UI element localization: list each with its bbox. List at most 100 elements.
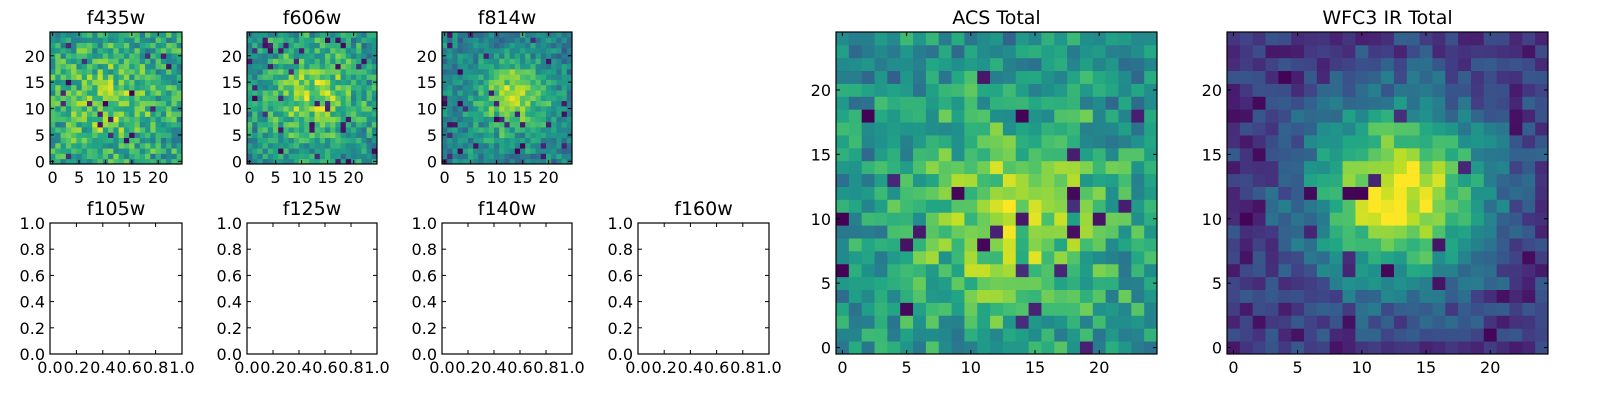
image-pixel — [509, 142, 516, 149]
image-pixel — [371, 68, 378, 75]
image-pixel — [1278, 186, 1292, 200]
image-pixel — [951, 32, 965, 46]
image-pixel — [848, 328, 863, 342]
image-pixel — [340, 74, 347, 80]
image-pixel — [887, 250, 901, 265]
image-pixel — [1079, 302, 1094, 316]
x-tick-label: 0.8 — [533, 358, 558, 377]
image-pixel — [288, 105, 295, 112]
image-pixel — [556, 37, 562, 43]
image-pixel — [288, 68, 295, 75]
image-pixel — [1118, 109, 1132, 123]
image-pixel — [1252, 160, 1266, 175]
image-pixel — [499, 42, 505, 49]
image-pixel — [1458, 250, 1472, 265]
x-tick-label: 0.6 — [116, 358, 141, 377]
image-pixel — [1329, 212, 1343, 226]
image-pixel — [566, 68, 573, 75]
image-pixel — [340, 47, 347, 54]
image-pixel — [314, 90, 321, 96]
x-tick-label: 0.0 — [234, 358, 259, 377]
image-pixel — [1393, 147, 1408, 162]
image-pixel — [1406, 199, 1420, 213]
image-pixel — [1041, 147, 1055, 162]
image-pixel — [288, 158, 295, 165]
image-pixel — [1406, 289, 1420, 303]
image-pixel — [1329, 238, 1343, 252]
image-pixel — [86, 105, 93, 112]
image-pixel — [1265, 302, 1279, 316]
image-pixel — [309, 32, 315, 38]
image-pixel — [283, 42, 289, 49]
image-pixel — [1432, 302, 1446, 316]
image-pixel — [1002, 238, 1017, 252]
image-pixel — [1041, 328, 1055, 342]
y-tick-label: 15 — [811, 145, 831, 164]
image-pixel — [118, 105, 125, 112]
image-pixel — [861, 70, 875, 84]
image-pixel — [1304, 302, 1318, 316]
image-pixel — [483, 100, 490, 107]
image-pixel — [938, 289, 952, 303]
image-pixel — [1265, 238, 1279, 252]
image-pixel — [1265, 96, 1279, 110]
image-pixel — [1092, 147, 1107, 162]
x-tick-label: 0.2 — [455, 358, 480, 377]
image-pixel — [525, 105, 531, 112]
image-pixel — [257, 90, 263, 96]
image-pixel — [171, 74, 178, 80]
image-pixel — [447, 84, 453, 91]
image-pixel — [288, 153, 295, 160]
image-pixel — [155, 95, 162, 102]
image-pixel — [176, 37, 183, 43]
image-pixel — [1054, 70, 1068, 84]
image-pixel — [566, 137, 573, 144]
image-pixel — [925, 44, 940, 59]
image-pixel — [1483, 147, 1498, 162]
image-pixel — [874, 341, 888, 355]
image-pixel — [330, 100, 336, 107]
image-pixel — [913, 212, 927, 226]
image-pixel — [356, 63, 362, 70]
image-pixel — [561, 63, 568, 70]
image-pixel — [457, 127, 464, 133]
image-pixel — [1239, 212, 1254, 226]
image-pixel — [938, 173, 952, 187]
image-pixel — [1458, 57, 1472, 72]
image-pixel — [92, 111, 98, 117]
image-pixel — [92, 32, 98, 38]
image-pixel — [273, 148, 279, 154]
image-pixel — [468, 127, 474, 133]
image-pixel — [1470, 328, 1485, 342]
image-pixel — [1445, 225, 1459, 239]
image-pixel — [351, 47, 357, 54]
image-pixel — [1227, 302, 1241, 316]
image-pixel — [1316, 70, 1331, 84]
image-pixel — [1131, 225, 1145, 239]
image-pixel — [473, 121, 479, 128]
image-pixel — [556, 42, 562, 49]
image-pixel — [1131, 186, 1145, 200]
image-pixel — [566, 74, 573, 80]
image-pixel — [113, 137, 120, 144]
image-pixel — [102, 142, 109, 149]
image-pixel — [478, 116, 484, 123]
image-pixel — [457, 68, 464, 75]
image-pixel — [171, 58, 178, 65]
image-pixel — [1144, 225, 1158, 239]
image-pixel — [473, 95, 479, 102]
image-pixel — [1291, 212, 1305, 226]
image-pixel — [1144, 57, 1158, 72]
image-pixel — [129, 153, 135, 160]
image-pixel — [1265, 250, 1279, 265]
image-pixel — [1316, 83, 1331, 97]
image-pixel — [71, 79, 77, 86]
image-pixel — [1252, 289, 1266, 303]
image-pixel — [257, 47, 263, 54]
image-pixel — [262, 158, 269, 165]
image-pixel — [546, 111, 552, 117]
image-pixel — [913, 302, 927, 316]
image-pixel — [345, 42, 352, 49]
image-pixel — [134, 100, 141, 107]
